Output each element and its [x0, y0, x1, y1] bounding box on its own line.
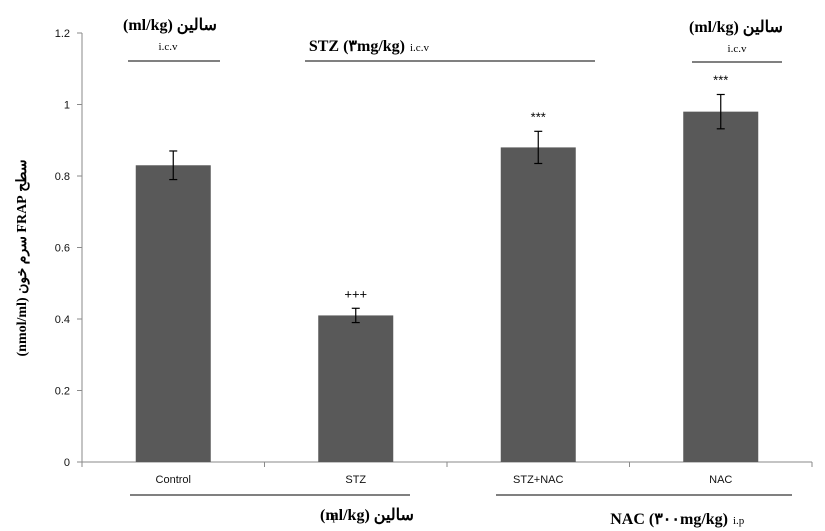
annotation-bottom-right-label: NAC (۳۰۰mg/kg): [610, 511, 728, 528]
annotation-top-middle-label: STZ (۳mg/kg): [309, 38, 405, 55]
annotation-top-right-label: سالین (ml/kg): [689, 19, 783, 37]
category-labels: Control STZ STZ+NAC NAC: [156, 474, 733, 486]
x-category-label: Control: [156, 474, 191, 486]
annotation-top-middle-route: i.c.v: [410, 42, 429, 54]
annotation-bottom-left-label: سالین (ml/kg): [320, 507, 414, 525]
y-tick-label: 0: [64, 457, 70, 469]
y-tick-label: 1.2: [55, 28, 70, 40]
y-axis-label: سطح FRAP سرم خون (nmol/ml): [15, 160, 30, 357]
annotation-bottom-right-route: i.p: [733, 515, 745, 527]
annotation-top-left-route: i.c.v: [159, 41, 178, 53]
error-bars: [169, 93, 725, 324]
bar-stz-nac: [500, 147, 576, 462]
annotation-top-middle: STZ (۳mg/kg) i.c.v: [305, 38, 595, 62]
y-tick-label: 0.2: [55, 386, 70, 398]
annotation-bottom-left-route: i.p: [327, 511, 339, 523]
annotation-top-right: سالین (ml/kg) i.c.v: [689, 19, 783, 63]
annotation-bottom-right: NAC (۳۰۰mg/kg) i.p: [496, 494, 792, 528]
x-category-label: NAC: [709, 474, 732, 486]
annotation-bottom-left: i.p سالین (ml/kg): [130, 494, 414, 525]
annotation-top-left: سالین (ml/kg) i.c.v: [123, 17, 220, 62]
bar-stz: [318, 315, 394, 462]
y-tick-labels: 0 0.2 0.4 0.6 0.8 1 1.2: [55, 28, 70, 469]
y-tick-label: 0.6: [55, 243, 70, 255]
significance-labels: +++ *** ***: [344, 72, 728, 301]
y-tick-label: 0.8: [55, 171, 70, 183]
significance-label: ***: [713, 72, 728, 87]
bars: [135, 111, 759, 463]
bar-control: [135, 165, 211, 462]
y-tick-label: 1: [64, 100, 70, 112]
significance-label: +++: [344, 286, 367, 301]
annotation-top-right-route: i.c.v: [728, 43, 747, 55]
annotation-top-left-label: سالین (ml/kg): [123, 17, 217, 35]
x-category-label: STZ: [345, 474, 366, 486]
bar-nac: [683, 111, 759, 463]
significance-label: ***: [531, 109, 546, 124]
y-tick-label: 0.4: [55, 314, 70, 326]
x-category-label: STZ+NAC: [513, 474, 563, 486]
